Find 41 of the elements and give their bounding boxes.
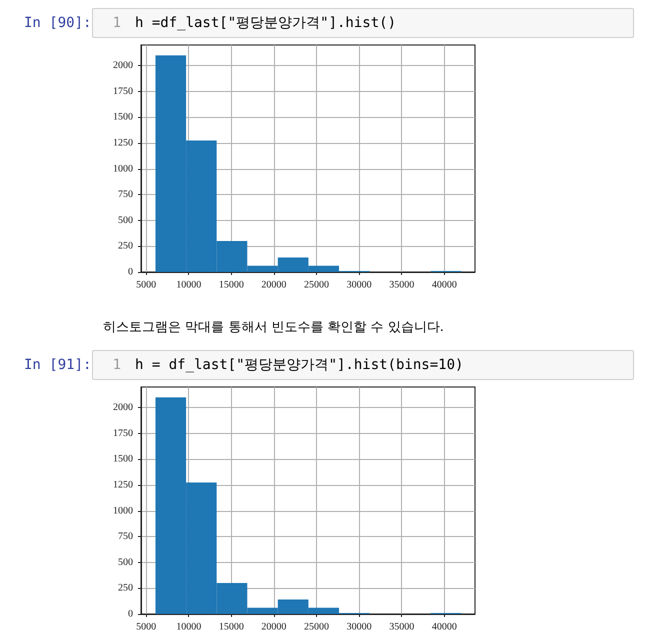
x-tick-label: 35000 (389, 280, 414, 290)
y-tick-label: 1000 (113, 163, 133, 174)
x-tick-label: 5000 (136, 280, 156, 290)
text: In [91]: (23, 357, 92, 373)
y-tick-label: 2000 (113, 60, 133, 72)
y-tick-label: 2000 (113, 402, 133, 414)
x-tick-label: 5000 (136, 622, 156, 632)
y-tick-label: 0 (128, 266, 133, 278)
x-tick-label: 20000 (261, 280, 286, 290)
chart-title: h = df_last["평당분양가격"].hist(bins=10) (134, 356, 464, 374)
text: 1 (112, 357, 122, 373)
x-tick-label: 25000 (304, 280, 330, 290)
y-tick-label: 1500 (113, 112, 133, 123)
y-tick-label: 1250 (113, 480, 133, 491)
x-tick-label: 25000 (304, 622, 330, 632)
x-tick-label: 15000 (218, 622, 244, 632)
x-tick-label: 40000 (432, 280, 457, 290)
y-tick-label: 500 (118, 214, 133, 226)
x-tick-label: 40000 (432, 622, 457, 632)
y-tick-label: 1250 (113, 138, 133, 149)
x-tick-label: 10000 (176, 280, 202, 290)
chart-title: h =df_last["평당분양가격"].hist() (134, 14, 396, 32)
y-tick-label: 1000 (113, 505, 133, 516)
y-tick-label: 0 (128, 608, 133, 620)
text: 1 (112, 15, 122, 31)
y-tick-label: 1750 (113, 86, 133, 97)
text: In [90]: (23, 15, 92, 31)
x-tick-label: 15000 (218, 280, 244, 290)
y-tick-label: 750 (118, 189, 133, 200)
y-tick-label: 1750 (113, 428, 133, 439)
x-tick-label: 30000 (346, 622, 372, 632)
x-tick-label: 20000 (261, 622, 286, 632)
x-tick-label: 35000 (389, 622, 414, 632)
x-tick-label: 30000 (346, 280, 372, 290)
x-tick-label: 10000 (176, 622, 202, 632)
y-tick-label: 500 (118, 556, 133, 568)
text: 히스토그램은 막대를 통해서 빈도수를 확인할 수 있습니다. (103, 319, 445, 337)
y-tick-label: 250 (118, 582, 133, 594)
y-tick-label: 1500 (113, 454, 133, 465)
y-tick-label: 250 (118, 240, 133, 252)
y-tick-label: 750 (118, 531, 133, 542)
